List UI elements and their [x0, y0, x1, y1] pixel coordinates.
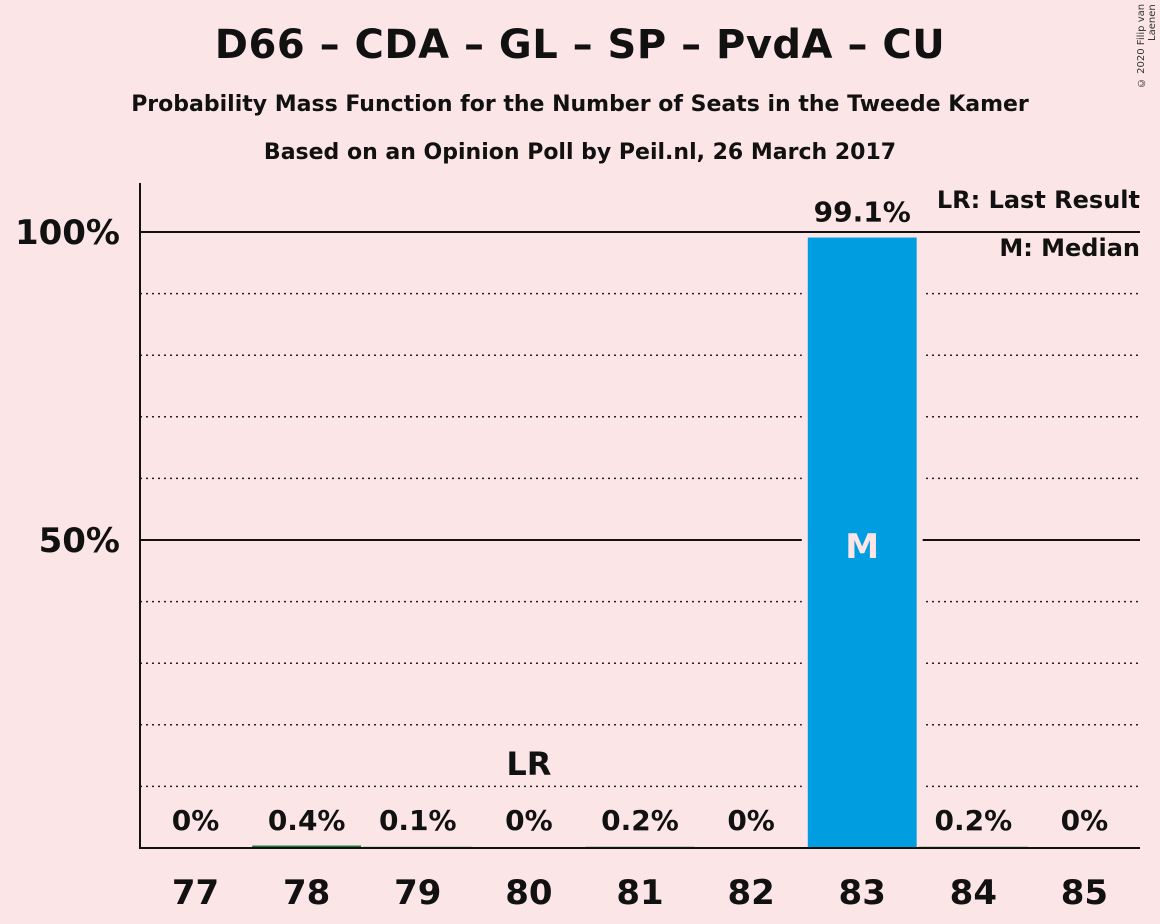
x-tick-label: 80 [505, 873, 552, 913]
last-result-marker: LR [506, 745, 551, 783]
y-tick-label: 50% [39, 521, 120, 561]
chart-title: D66 – CDA – GL – SP – PvdA – CU [214, 22, 946, 68]
data-label: 0.1% [379, 804, 457, 837]
data-label: 0% [1061, 804, 1109, 837]
chart-subtitle: Probability Mass Function for the Number… [131, 92, 1029, 117]
legend-last-result: LR: Last Result [936, 186, 1140, 214]
x-tick-label: 78 [283, 873, 330, 913]
legend-median: M: Median [999, 234, 1140, 262]
data-label: 0% [172, 804, 220, 837]
x-tick-label: 85 [1061, 873, 1108, 913]
data-label: 0.2% [601, 804, 679, 837]
data-label: 0% [505, 804, 553, 837]
data-label: 0.4% [268, 804, 346, 837]
x-tick-label: 79 [394, 873, 441, 913]
x-tick-label: 77 [172, 873, 219, 913]
data-label: 0% [727, 804, 775, 837]
data-label: 99.1% [814, 196, 911, 229]
chart-source: Based on an Opinion Poll by Peil.nl, 26 … [263, 140, 897, 165]
x-tick-label: 84 [950, 873, 997, 913]
x-tick-label: 83 [839, 873, 886, 913]
bar [807, 237, 917, 848]
x-tick-label: 82 [727, 873, 774, 913]
bar [252, 845, 362, 848]
x-tick-label: 81 [616, 873, 663, 913]
median-marker: M [845, 527, 879, 567]
data-label: 0.2% [935, 804, 1013, 837]
y-tick-label: 100% [15, 213, 120, 253]
